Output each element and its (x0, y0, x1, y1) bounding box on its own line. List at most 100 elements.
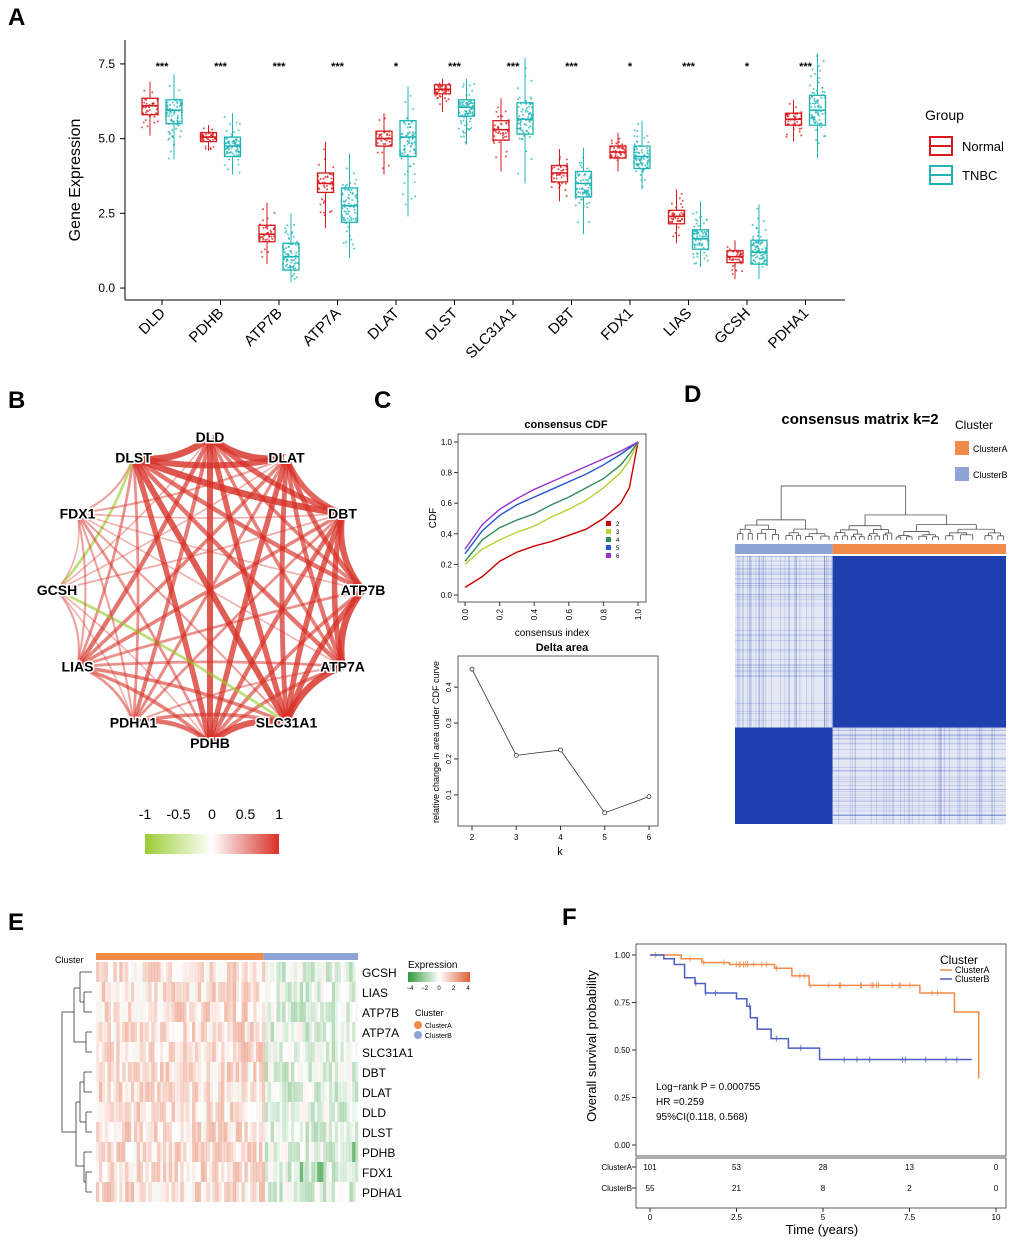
panel-e-cell (209, 1042, 213, 1062)
panel-e-cell (247, 1042, 251, 1062)
panel-e-cell (355, 982, 359, 1002)
panel-e-cell (183, 1002, 187, 1022)
panel-e-cell (279, 962, 283, 982)
panel-e-cell (282, 1182, 286, 1202)
panel-e-cell (227, 1062, 231, 1082)
point (674, 206, 677, 209)
panel-e-cell (299, 1102, 303, 1122)
point (752, 235, 755, 238)
point (823, 91, 826, 94)
panel-e-cell (113, 1122, 117, 1142)
point (343, 200, 346, 203)
panel-f-xtick-label: 0 (648, 1213, 653, 1222)
point (692, 212, 695, 215)
point (285, 230, 288, 233)
panel-e-legend-clusterb-dot (414, 1031, 422, 1039)
panel-c-cdf-y-label: CDF (428, 508, 439, 529)
panel-e-cell (239, 1002, 242, 1022)
point (142, 121, 145, 124)
point (504, 132, 507, 135)
point (224, 148, 227, 151)
point (705, 235, 708, 238)
panel-e-cell (180, 1162, 184, 1182)
panel-e-cell (285, 1022, 289, 1042)
point (322, 177, 325, 180)
panel-b-edge-dlst-dlat (132, 454, 288, 469)
panel-e-cell (341, 962, 344, 982)
point (525, 129, 528, 132)
panel-f-risk-value: 0 (994, 1163, 999, 1172)
panel-e-cell (314, 1162, 318, 1182)
panel-e-cell (151, 962, 155, 982)
panel-e-cell (142, 1062, 146, 1082)
panel-e-cell (288, 1022, 291, 1042)
panel-e-cell (148, 1022, 151, 1042)
point (439, 103, 442, 106)
point (238, 171, 241, 174)
point (813, 118, 816, 121)
point (326, 184, 329, 187)
point (330, 210, 333, 213)
point (816, 111, 819, 114)
point (286, 224, 289, 227)
point (330, 181, 333, 184)
point (268, 235, 271, 238)
point (527, 126, 530, 129)
panel-e-cell (157, 1102, 161, 1122)
panel-e-cell (192, 1002, 196, 1022)
panel-e-cell (270, 1142, 274, 1162)
panel-e-cell (311, 1102, 315, 1122)
panel-d-bar-clusterb (735, 544, 833, 554)
panel-a-box-tnbc-dld (165, 74, 183, 160)
panel-e-cell (264, 1122, 269, 1142)
panel-e-cell (101, 1002, 106, 1022)
point (382, 143, 385, 146)
panel-e-cell (346, 1182, 349, 1202)
panel-e-cell (122, 1122, 126, 1142)
point (473, 82, 476, 85)
point (580, 161, 583, 164)
point (583, 190, 586, 193)
panel-e-cell (183, 1022, 187, 1042)
panel-e-cell (201, 1062, 204, 1082)
point (230, 151, 233, 154)
point (610, 142, 613, 145)
point (204, 145, 207, 148)
point (754, 256, 757, 259)
point (468, 110, 471, 113)
point (618, 146, 621, 149)
point (733, 264, 736, 267)
panel-c-delta-ytick-label: 0.2 (446, 754, 453, 764)
panel-e-cell (151, 982, 154, 1002)
point (145, 102, 148, 105)
point (495, 156, 498, 159)
panel-e-cell (334, 1002, 338, 1022)
panel-e-cell (224, 1182, 228, 1202)
point (437, 89, 440, 92)
panel-e-cell (209, 1002, 213, 1022)
panel-a-significance-label: *** (214, 61, 228, 73)
point (284, 227, 287, 230)
panel-e-cell (197, 1182, 202, 1202)
point (378, 119, 381, 122)
panel-e-cell (107, 1122, 111, 1142)
point (518, 115, 521, 118)
panel-b-edge-atp7a-fdx1 (77, 512, 343, 668)
panel-e-cell (250, 1062, 253, 1082)
point (328, 211, 331, 214)
panel-e-cell (224, 1102, 227, 1122)
panel-e-cell (174, 1002, 178, 1022)
point (180, 130, 183, 133)
panel-f-risk-value: 21 (732, 1184, 741, 1193)
panel-e-cell (323, 962, 327, 982)
point (235, 154, 238, 157)
point (759, 235, 762, 238)
panel-e-cell (267, 1062, 271, 1082)
panel-e-cell (178, 1122, 181, 1142)
panel-e-cell (165, 982, 170, 1002)
panel-e-cell (160, 1062, 164, 1082)
point (350, 188, 353, 191)
panel-e-cell (285, 1102, 289, 1122)
point (318, 180, 321, 183)
panel-e-cell (285, 962, 289, 982)
